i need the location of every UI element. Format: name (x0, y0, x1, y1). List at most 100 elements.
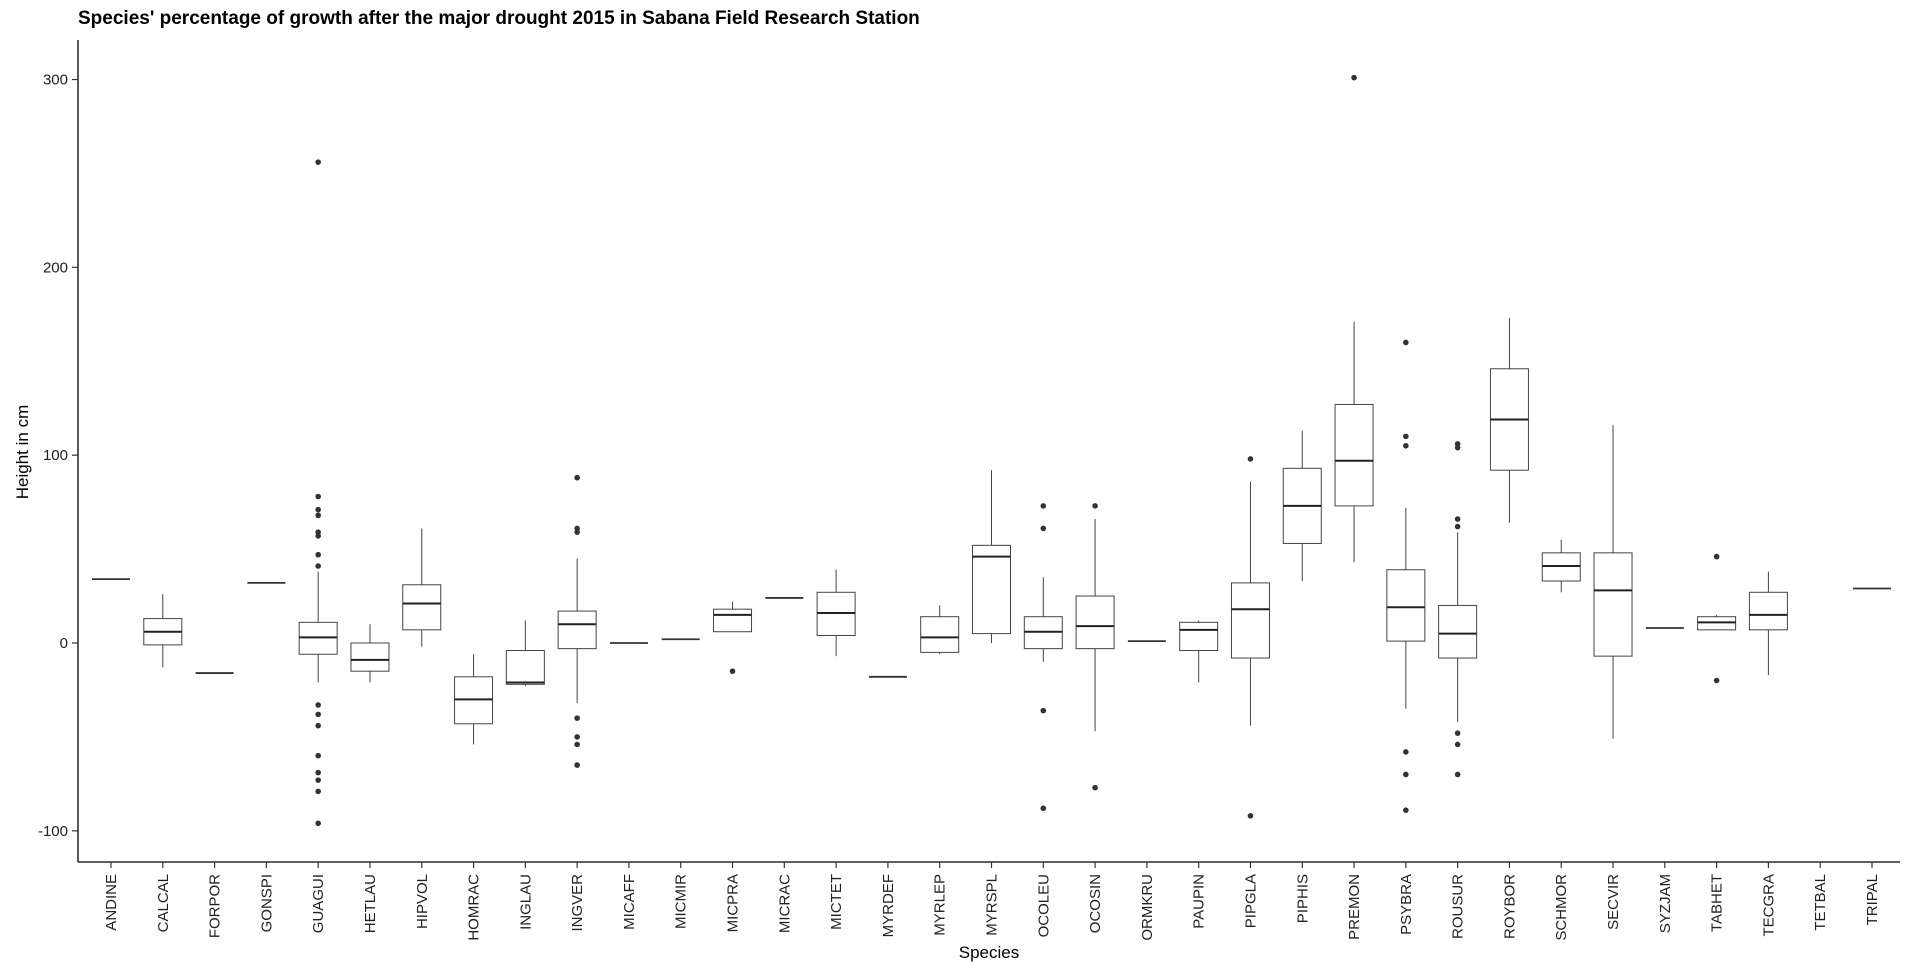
box-myrlep (920, 605, 960, 655)
outlier-point (1040, 503, 1047, 509)
box-calcal (143, 594, 183, 668)
x-tick-label: MYRDEF (880, 874, 897, 937)
x-tick-label: MICPRA (725, 874, 742, 932)
outlier-point (315, 820, 321, 827)
x-tick-label: HETLAU (362, 874, 379, 933)
box-ocoleu (1023, 503, 1063, 812)
outlier-point (1713, 553, 1720, 560)
iqr-box (1075, 595, 1115, 650)
box-premon (1334, 74, 1374, 563)
outlier-point (1040, 707, 1047, 714)
box-tecgra (1748, 571, 1788, 675)
x-tick-label: OCOSIN (1087, 874, 1104, 933)
iqr-box (1438, 604, 1478, 659)
iqr-box (1179, 621, 1219, 652)
outlier-point (1092, 784, 1098, 791)
box-tabhet (1697, 553, 1737, 684)
outlier-point (1040, 525, 1047, 532)
box-ocosin (1075, 503, 1115, 791)
iqr-box (1593, 552, 1633, 657)
iqr-box (920, 616, 960, 653)
outlier-point (1454, 444, 1461, 451)
x-tick-label: INGLAU (517, 874, 534, 930)
box-pipgla (1230, 456, 1270, 819)
outlier-point (315, 493, 321, 500)
x-tick-label: OCOLEU (1035, 874, 1052, 937)
iqr-box (1334, 403, 1374, 507)
outlier-point (1454, 516, 1461, 522)
iqr-box (713, 608, 753, 633)
axes (77, 40, 1900, 863)
x-ticks: ANDINE CALCAL FORPOR GONSPI GUAGUI HETLAU HIPV… (103, 862, 1881, 941)
outlier-point (315, 777, 321, 783)
outlier-point (315, 769, 321, 776)
box-myrspl (972, 470, 1011, 643)
x-tick-label: TABHET (1709, 874, 1726, 932)
boxes (92, 74, 1891, 827)
outlier-point (315, 563, 321, 569)
outlier-point (1403, 339, 1409, 346)
iqr-box (1748, 591, 1788, 631)
box-ingver (557, 474, 597, 768)
outlier-point (315, 711, 321, 718)
iqr-box (972, 544, 1011, 635)
outlier-point (1247, 813, 1254, 819)
outlier-point (729, 668, 736, 674)
y-tick-label: 100 (43, 447, 68, 464)
y-tick-label: 300 (43, 72, 68, 89)
x-tick-label: GUAGUI (310, 874, 327, 933)
box-psybra (1386, 339, 1426, 813)
box-secvir (1593, 425, 1633, 739)
box-hetlau (350, 624, 390, 683)
x-tick-label: MICRAC (776, 874, 793, 933)
box-roybor (1489, 318, 1529, 523)
outlier-point (315, 506, 321, 513)
x-tick-label: ANDINE (103, 874, 120, 931)
iqr-box (402, 584, 442, 631)
outlier-point (574, 474, 580, 481)
x-tick-label: ORMKRU (1139, 874, 1156, 941)
x-tick-label: SCHMOR (1553, 874, 1570, 941)
x-tick-label: GONSPI (258, 874, 275, 932)
x-tick-label: MICAFF (621, 874, 638, 930)
iqr-box (350, 642, 390, 672)
x-tick-label: SECVIR (1605, 874, 1622, 930)
chart-title: Species' percentage of growth after the … (78, 8, 920, 29)
outlier-point (315, 702, 321, 708)
x-tick-label: HOMRAC (466, 874, 483, 941)
x-tick-label: TECGRA (1760, 874, 1777, 937)
x-tick-label: MICTET (828, 874, 845, 930)
outlier-point (1713, 677, 1720, 684)
y-tick-label: 200 (43, 259, 68, 276)
box-inglau (505, 620, 545, 687)
outlier-point (1403, 807, 1409, 813)
x-tick-label: PIPHIS (1294, 874, 1311, 923)
outlier-point (315, 551, 321, 558)
outlier-point (1247, 456, 1254, 462)
outlier-point (1454, 771, 1461, 778)
x-tick-label: INGVER (569, 874, 586, 932)
box-guagui (298, 159, 338, 827)
outlier-point (1351, 74, 1357, 81)
outlier-point (1454, 730, 1461, 736)
box-piphis (1282, 430, 1322, 582)
x-tick-label: PIPGLA (1242, 874, 1259, 928)
iqr-box (505, 650, 545, 685)
outlier-point (1403, 433, 1409, 440)
x-tick-label: HIPVOL (414, 874, 431, 929)
x-tick-label: SYZJAM (1657, 874, 1674, 933)
x-tick-label: MICMIR (673, 874, 690, 929)
iqr-box (1230, 582, 1270, 659)
x-tick-label: ROYBOR (1501, 874, 1518, 939)
outlier-point (1403, 442, 1409, 449)
outlier-point (315, 722, 321, 729)
outlier-point (1092, 503, 1098, 509)
box-homrac (454, 654, 494, 745)
box-paupin (1179, 620, 1219, 683)
box-rousur (1438, 441, 1478, 778)
outlier-point (315, 533, 321, 539)
x-tick-label: ROUSUR (1450, 874, 1467, 939)
y-axis-title: Height in cm (13, 405, 32, 499)
outlier-point (315, 788, 321, 795)
